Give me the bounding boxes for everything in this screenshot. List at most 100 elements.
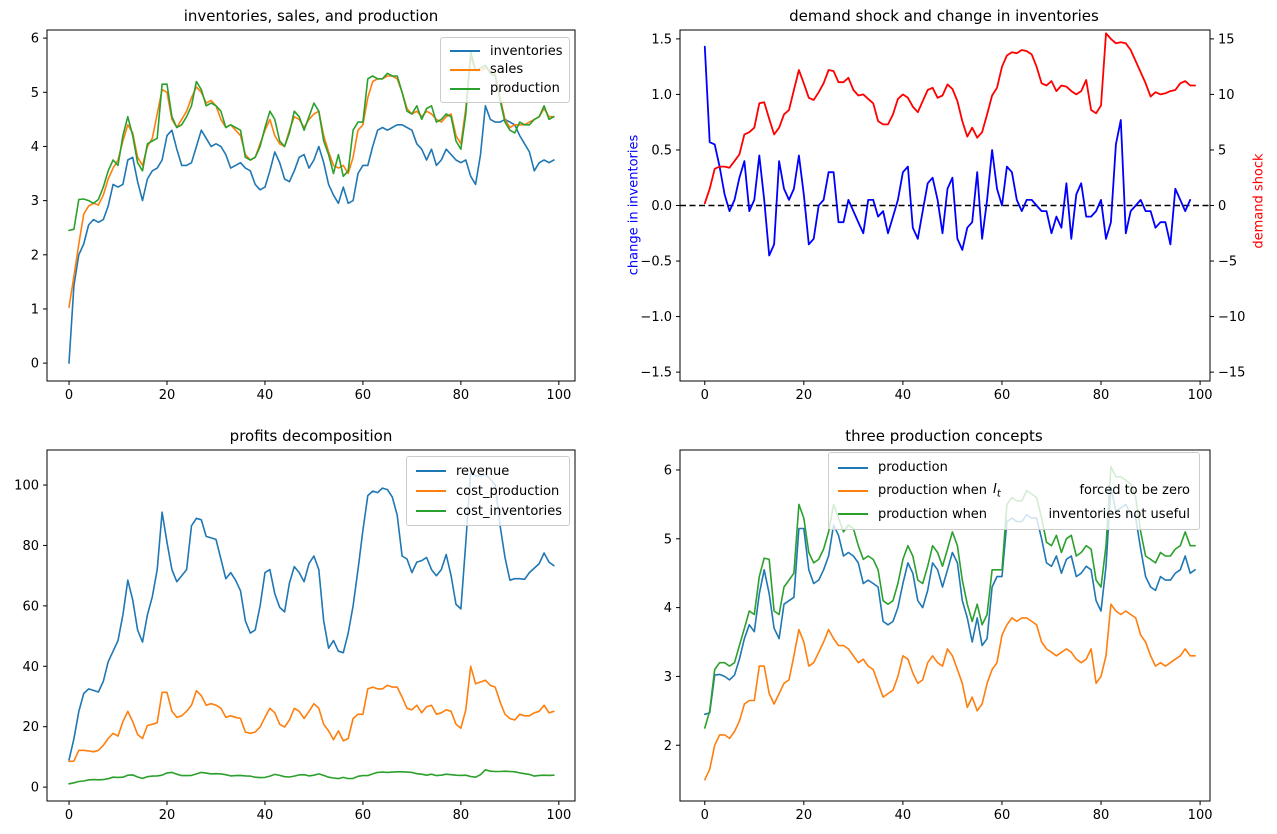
y-tick-label: 60 [22, 599, 39, 614]
y-tick-label: 2 [31, 248, 39, 263]
legend-entry: cost_inventories [416, 503, 563, 519]
legend-label: production when [878, 506, 988, 522]
right-y-tick-label: −5 [1218, 255, 1237, 270]
legend-line-sample [450, 87, 480, 90]
x-tick-label: 0 [65, 808, 73, 823]
legend-line-sample [838, 466, 868, 469]
legend-entry: sales [450, 62, 560, 77]
y-tick-label: 0 [31, 357, 39, 372]
x-tick-label: 60 [994, 808, 1011, 823]
series-line-production-when-I-t-forced-to-be-zero [703, 603, 1196, 781]
right-y-tick-label: 5 [1218, 143, 1226, 158]
right-y-tick-label: 0 [1218, 199, 1226, 214]
legend-label: production [878, 460, 948, 476]
x-tick-label: 40 [895, 388, 912, 403]
y-tick-label: 0 [31, 781, 39, 796]
y-tick-label: 1.0 [651, 88, 672, 103]
series-line-inventories [68, 105, 555, 364]
x-tick-label: 80 [1093, 388, 1110, 403]
x-tick-label: 100 [1188, 808, 1213, 823]
y-tick-label: 40 [22, 660, 39, 675]
y-tick-label: 6 [31, 32, 39, 47]
x-tick-label: 40 [257, 388, 274, 403]
y-tick-label: −1.5 [640, 366, 672, 381]
legend-entry: production when inventories not useful [838, 507, 1190, 522]
legend-label: inventories [490, 43, 563, 59]
y-tick-label: 6 [664, 463, 672, 478]
x-tick-label: 100 [1188, 388, 1213, 403]
y-tick-label: 3 [664, 670, 672, 685]
legend-label: production [490, 81, 560, 97]
y-tick-label: 2 [664, 739, 672, 754]
x-tick-label: 0 [701, 388, 709, 403]
legend-entry: production when It forced to be zero [838, 482, 1190, 500]
x-tick-label: 40 [257, 808, 274, 823]
legend-entry: revenue [416, 464, 560, 479]
x-tick-label: 40 [895, 808, 912, 823]
legend-label-right: inventories not useful [1048, 506, 1190, 522]
x-tick-label: 20 [159, 808, 176, 823]
legend-line-sample [838, 489, 868, 492]
y-tick-label: 20 [22, 720, 39, 735]
chart-title-demand-shock: demand shock and change in inventories [789, 7, 1099, 25]
y-axis-label-change-in-inventories: change in inventories [626, 134, 642, 276]
x-tick-label: 60 [355, 808, 372, 823]
x-tick-label: 100 [546, 388, 571, 403]
series-line-cost-production [68, 665, 555, 763]
legend-line-sample [416, 490, 446, 492]
y-axis-label-demand-shock: demand shock [1251, 153, 1267, 249]
axes-spines-three-production-concepts [679, 449, 1211, 802]
x-tick-label: 80 [453, 388, 470, 403]
x-tick-label: 60 [355, 388, 372, 403]
axes-spines-inventories-sales-production [46, 29, 576, 382]
legend-label-right: forced to be zero [1079, 483, 1190, 499]
y-tick-label: 0.0 [651, 199, 672, 214]
x-tick-label: 100 [546, 808, 571, 823]
x-tick-label: 60 [994, 388, 1011, 403]
legend-label: production when [878, 483, 988, 499]
y-tick-label: −0.5 [640, 255, 672, 270]
axes-spines-demand-shock-and-change-in-inventories [679, 29, 1211, 382]
right-y-tick-label: −10 [1218, 310, 1245, 325]
y-tick-label: 4 [664, 601, 672, 616]
legend-entry: inventories [450, 43, 563, 59]
legend-label: cost_production [456, 483, 560, 499]
legend-inventories-sales-production: inventories sales production [440, 37, 570, 103]
legend-three-production-concepts: production production when It forced to … [828, 452, 1200, 530]
x-tick-label: 0 [65, 388, 73, 403]
chart-title-three-production-concepts: three production concepts [845, 427, 1043, 445]
series-line-cost-inventories [68, 768, 555, 785]
legend-label: cost_inventories [456, 503, 563, 519]
x-tick-label: 20 [796, 808, 813, 823]
y-tick-label: 80 [22, 539, 39, 554]
legend-line-sample [416, 470, 446, 472]
legend-line-sample [416, 510, 446, 512]
y-tick-label: 5 [664, 532, 672, 547]
legend-entry: production [450, 81, 560, 96]
chart-title-profits-decomposition: profits decomposition [229, 427, 393, 445]
y-tick-label: 0.5 [651, 143, 672, 158]
y-tick-label: 1.5 [651, 32, 672, 47]
y-tick-label: 5 [31, 86, 39, 101]
right-y-tick-label: 10 [1218, 88, 1235, 103]
legend-label: revenue [456, 463, 510, 479]
x-tick-label: 80 [453, 808, 470, 823]
legend-line-sample [450, 50, 480, 53]
y-tick-label: 4 [31, 140, 39, 155]
series-line-change-in-inventories [703, 45, 1192, 257]
legend-profits-decomposition: revenue cost_production cost_inventories [406, 456, 570, 526]
chart-title-inventories-sales-production: inventories, sales, and production [183, 7, 439, 25]
x-tick-label: 20 [796, 388, 813, 403]
axes-spines-profits-decomposition [46, 449, 576, 802]
x-tick-label: 0 [701, 808, 709, 823]
legend-entry: production [838, 460, 1190, 475]
series-line-demand-shock [703, 32, 1196, 205]
right-y-tick-label: 15 [1218, 32, 1235, 47]
x-tick-label: 80 [1093, 808, 1110, 823]
y-tick-label: 1 [31, 302, 39, 317]
legend-line-sample [838, 513, 868, 516]
legend-line-sample [450, 68, 480, 71]
right-y-tick-label: −15 [1218, 366, 1245, 381]
